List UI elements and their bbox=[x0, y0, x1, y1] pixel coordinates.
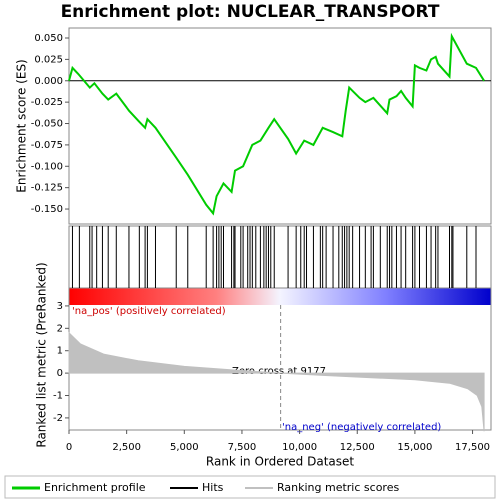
annotation: 'na_pos' (positively correlated) bbox=[72, 306, 226, 317]
x-tick-label: 17,500 bbox=[455, 442, 490, 453]
x-tick-label: 0 bbox=[66, 442, 72, 453]
annotation: 'na_neg' (negatively correlated) bbox=[282, 422, 441, 433]
x-tick-label: 15,000 bbox=[397, 442, 432, 453]
y-tick-label: -0.075 bbox=[31, 140, 63, 151]
y-tick-label: 0.025 bbox=[34, 54, 63, 65]
annotation: Zero cross at 9177 bbox=[232, 366, 326, 377]
y-tick-label: 0.050 bbox=[34, 33, 63, 44]
x-tick-label: 10,000 bbox=[282, 442, 317, 453]
legend-label: Ranking metric scores bbox=[277, 481, 399, 494]
y-tick-label: -0.050 bbox=[31, 119, 63, 130]
x-tick-label: 7,500 bbox=[228, 442, 257, 453]
y-tick-label: -0.025 bbox=[31, 97, 63, 108]
x-tick-label: 5,000 bbox=[170, 442, 199, 453]
y-tick-label: -2 bbox=[53, 413, 63, 424]
y-axis-label: Ranked list metric (PreRanked) bbox=[35, 262, 49, 447]
hits-frame bbox=[68, 225, 492, 289]
es-frame bbox=[68, 27, 492, 225]
y-tick-label: -0.125 bbox=[31, 183, 63, 194]
chart-title: Enrichment plot: NUCLEAR_TRANSPORT bbox=[61, 2, 440, 22]
x-tick-label: 2,500 bbox=[112, 442, 141, 453]
y-tick-label: 0.000 bbox=[34, 76, 63, 87]
y-tick-label: -0.150 bbox=[31, 204, 63, 215]
y-tick-label: 3 bbox=[57, 301, 63, 312]
y-tick-label: -0.100 bbox=[31, 161, 63, 172]
y-tick-label: 2 bbox=[57, 323, 63, 334]
legend-label: Hits bbox=[202, 481, 224, 494]
x-tick-label: 12,500 bbox=[340, 442, 375, 453]
y-axis-label: Enrichment score (ES) bbox=[15, 59, 29, 192]
legend-label: Enrichment profile bbox=[44, 481, 146, 494]
y-tick-label: 0 bbox=[57, 368, 63, 379]
color-bar bbox=[69, 288, 491, 305]
metric-area bbox=[68, 331, 485, 432]
y-tick-label: -1 bbox=[53, 391, 63, 402]
y-tick-label: 1 bbox=[57, 346, 63, 357]
es-line bbox=[68, 32, 485, 216]
x-axis-label: Rank in Ordered Dataset bbox=[206, 455, 354, 469]
